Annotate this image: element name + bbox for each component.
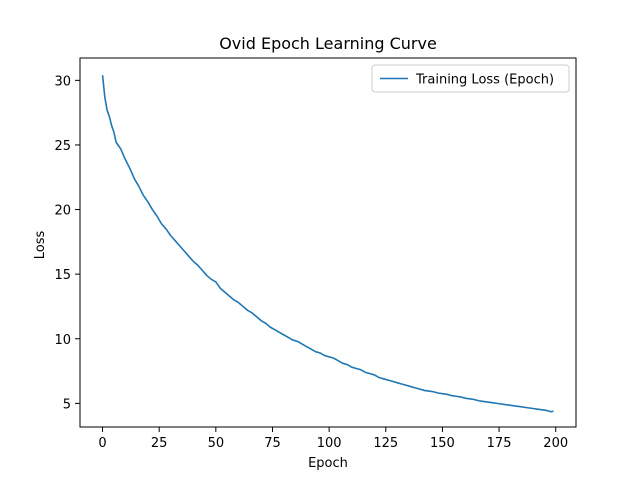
x-tick-label: 150	[430, 436, 455, 451]
x-tick-label: 125	[373, 436, 398, 451]
series-line-training-loss	[101, 75, 554, 413]
x-tick-label: 175	[487, 436, 512, 451]
series-layer	[101, 75, 554, 413]
x-tick-label: 100	[317, 436, 342, 451]
x-tick-label: 200	[543, 436, 568, 451]
x-tick-label: 50	[208, 436, 225, 451]
x-axis-ticks: 0 25 50 75 100 125 150 175 200	[98, 427, 568, 451]
x-axis-label: Epoch	[308, 456, 348, 471]
plot-frame	[79, 57, 577, 428]
x-tick-label: 75	[264, 436, 281, 451]
legend-box	[371, 64, 570, 93]
y-axis-ticks: 5 10 15 20 25 30	[54, 74, 80, 412]
y-tick-label: 15	[54, 268, 71, 283]
y-tick-label: 30	[54, 74, 71, 89]
x-tick-label: 25	[151, 436, 168, 451]
y-tick-label: 20	[54, 204, 71, 219]
y-tick-label: 10	[54, 333, 71, 348]
y-axis-label: Loss	[33, 231, 48, 260]
y-tick-label: 5	[63, 397, 71, 412]
x-tick-label: 0	[98, 436, 106, 451]
legend: Training Loss (Epoch)	[371, 64, 570, 93]
y-tick-label: 25	[54, 139, 71, 154]
legend-entry-label: Training Loss (Epoch)	[415, 73, 554, 88]
chart-title: Ovid Epoch Learning Curve	[219, 34, 437, 53]
